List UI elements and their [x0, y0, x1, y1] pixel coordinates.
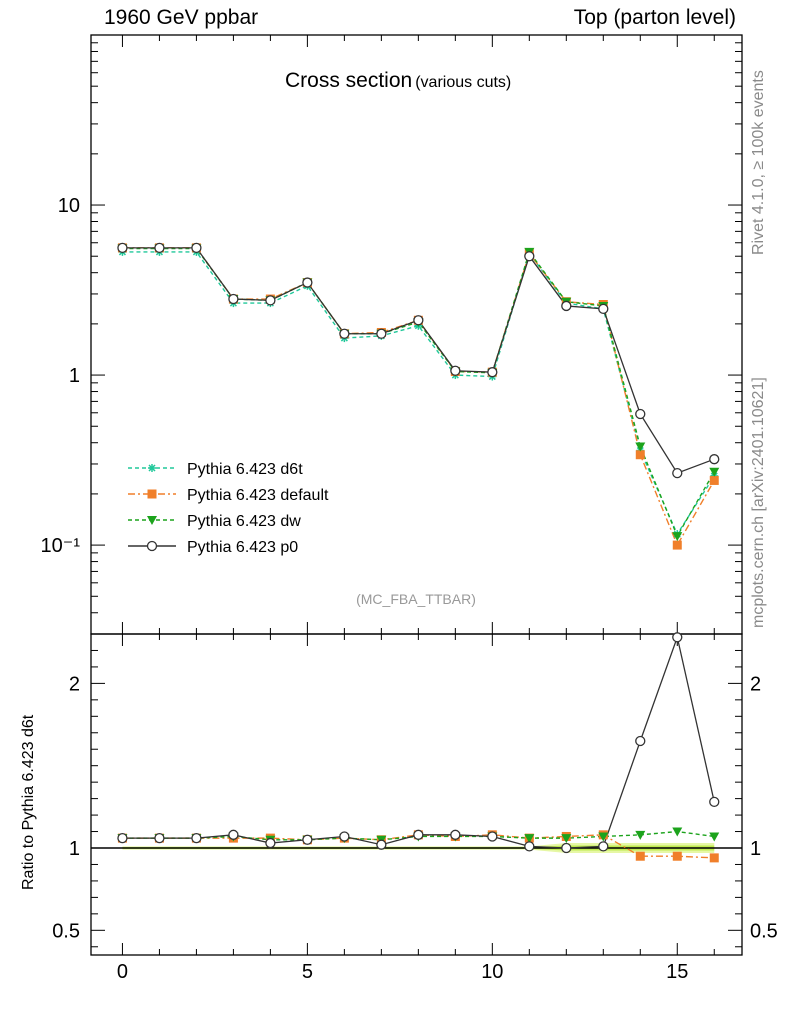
main-point-p0 — [117, 242, 128, 253]
main-point-p0 — [561, 300, 572, 312]
ratio-y-tick-label-left: 1 — [69, 838, 80, 860]
plot-frames — [90, 34, 743, 956]
ratio-point-default — [635, 851, 645, 861]
ratio-point-dw — [598, 832, 609, 842]
plot-header-right: Top (parton level) — [573, 6, 736, 29]
main-point-p0 — [524, 251, 535, 262]
legend-marker-dw — [147, 516, 157, 525]
main-point-p0 — [154, 242, 165, 253]
ratio-point-p0 — [376, 839, 387, 850]
ratio-y-tick-label-left: 2 — [69, 673, 80, 695]
chart-title-main: Cross section — [285, 69, 412, 92]
ratio-point-p0 — [487, 831, 498, 842]
legend-marker-d6t — [148, 464, 156, 472]
chart-title-suffix: (various cuts) — [415, 74, 511, 91]
legend-label-default: Pythia 6.423 default — [187, 487, 329, 504]
ratio-point-p0 — [672, 632, 683, 643]
main-point-p0 — [376, 328, 387, 339]
ratio-plot-frame — [90, 633, 743, 956]
main-point-p0 — [450, 365, 461, 376]
ratio-point-p0 — [117, 832, 128, 844]
ratio-point-dw — [672, 827, 683, 837]
main-point-p0 — [487, 367, 498, 378]
ratio-y-tick-label-right: 1 — [750, 838, 761, 860]
legend-label-p0: Pythia 6.423 p0 — [187, 539, 298, 556]
ratio-point-default — [672, 851, 682, 861]
ratio-point-p0 — [450, 829, 461, 840]
main-point-default — [635, 450, 645, 460]
ratio-uncertainty-band — [91, 843, 742, 853]
x-tick-label: 15 — [666, 961, 688, 983]
main-point-default — [672, 540, 682, 550]
ratio-point-p0 — [154, 832, 165, 844]
ratio-point-p0 — [191, 832, 202, 844]
main-point-p0 — [598, 303, 609, 315]
main-point-p0 — [228, 293, 239, 305]
ratio-point-p0 — [524, 841, 535, 852]
ratio-point-p0 — [598, 841, 609, 852]
axis-labels: 0 5 10 15 10 1 10⁻¹ 2 2 1 1 0.5 0.5 — [41, 195, 778, 983]
y-tick-label: 10 — [58, 195, 80, 217]
ratio-point-p0 — [413, 829, 424, 840]
legend: Pythia 6.423 d6t Pythia 6.423 default Pyth… — [128, 461, 329, 556]
legend-marker-p0 — [146, 540, 158, 552]
y-tick-label: 1 — [69, 365, 80, 387]
ratio-line-p0 — [122, 634, 715, 849]
main-line-p0 — [122, 247, 715, 474]
main-point-default — [709, 475, 719, 485]
x-tick-label: 10 — [481, 961, 503, 983]
ratio-y-tick-label-left: 0.5 — [52, 920, 80, 942]
legend-marker-default — [147, 489, 157, 499]
ratio-point-dw — [709, 832, 720, 842]
main-point-p0 — [635, 408, 646, 420]
chart-title: Cross section (various cuts) — [285, 69, 511, 92]
ratio-point-dw — [635, 830, 646, 840]
ratio-point-p0 — [302, 834, 313, 845]
x-tick-label: 5 — [302, 961, 313, 983]
ratio-point-p0 — [228, 829, 239, 840]
main-point-p0 — [672, 467, 683, 479]
ratio-point-p0 — [709, 796, 720, 808]
ratio-point-p0 — [561, 842, 572, 854]
main-point-p0 — [709, 454, 720, 465]
ratio-point-p0 — [635, 735, 646, 747]
ratio-point-default — [709, 853, 719, 863]
ratio-y-tick-label-right: 2 — [750, 673, 761, 695]
ratio-point-dw — [561, 834, 572, 844]
main-point-p0 — [413, 315, 424, 326]
main-point-dw — [709, 467, 720, 477]
ratio-point-dw — [524, 834, 535, 844]
analysis-id-annotation: (MC_FBA_TTBAR) — [356, 591, 476, 607]
main-line-d6t — [122, 251, 715, 536]
x-tick-label: 0 — [117, 961, 128, 983]
plot-header-left: 1960 GeV ppbar — [104, 6, 259, 29]
series-markers — [117, 242, 720, 863]
main-point-dw — [672, 532, 683, 542]
ratio-point-p0 — [265, 837, 276, 849]
axis-ticks — [91, 35, 742, 955]
ratio-point-p0 — [339, 831, 350, 842]
legend-label-d6t: Pythia 6.423 d6t — [187, 461, 303, 478]
ratio-y-tick-label-right: 0.5 — [750, 920, 778, 942]
main-point-p0 — [265, 295, 276, 306]
main-point-p0 — [339, 328, 350, 339]
main-point-p0 — [191, 242, 202, 253]
legend-label-dw: Pythia 6.423 dw — [187, 513, 301, 530]
y-tick-label: 10⁻¹ — [41, 535, 81, 557]
main-point-p0 — [302, 277, 313, 288]
main-point-dw — [635, 442, 646, 452]
